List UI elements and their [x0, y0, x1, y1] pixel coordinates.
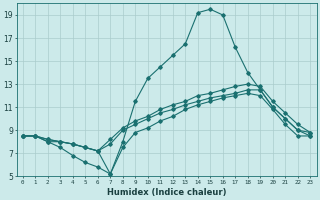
X-axis label: Humidex (Indice chaleur): Humidex (Indice chaleur) — [107, 188, 226, 197]
